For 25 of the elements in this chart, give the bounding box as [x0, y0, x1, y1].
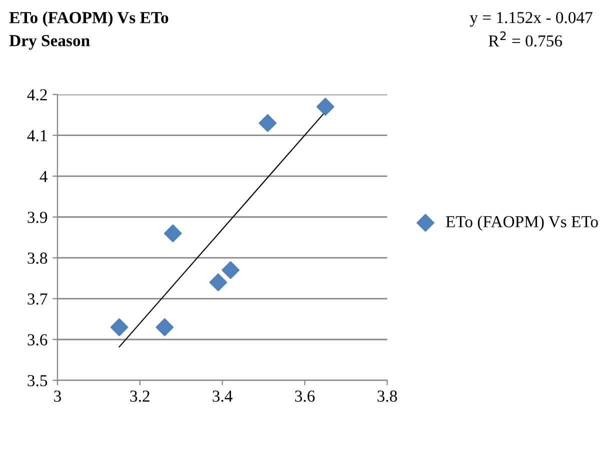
y-tick-label: 4.1	[27, 130, 47, 142]
x-tick-label: 3.8	[378, 390, 397, 402]
x-tick-label: 3	[54, 390, 61, 402]
point	[316, 98, 334, 116]
point	[164, 224, 182, 242]
point	[209, 273, 228, 292]
point	[156, 318, 174, 336]
x-tick-label: 3.6	[295, 390, 315, 402]
y-tick-label: 3.8	[28, 252, 48, 264]
chart-title: ETo (FAOPM) Vs ETo	[9, 12, 168, 27]
x-tick-label: 3.4	[212, 390, 232, 402]
point	[258, 114, 277, 132]
legend-label: ETo (FAOPM) Vs ETo	[446, 216, 598, 231]
y-tick-label: 4.2	[27, 89, 47, 101]
text: R$^{2}$ = 0.756	[488, 31, 562, 47]
x-tick-label: 3.2	[130, 390, 150, 402]
point	[222, 261, 240, 279]
chart-subtitle: Dry Season	[9, 35, 90, 50]
y-tick-label: 3.7	[28, 293, 48, 305]
y-tick-label: 3.9	[28, 212, 48, 224]
y-tick-label: 4	[40, 170, 48, 182]
y-tick-label: 3.5	[28, 375, 48, 386]
y-tick-label: 3.6	[28, 334, 48, 346]
point	[110, 318, 128, 336]
text: y = 1.152x - 0.047	[470, 12, 592, 27]
